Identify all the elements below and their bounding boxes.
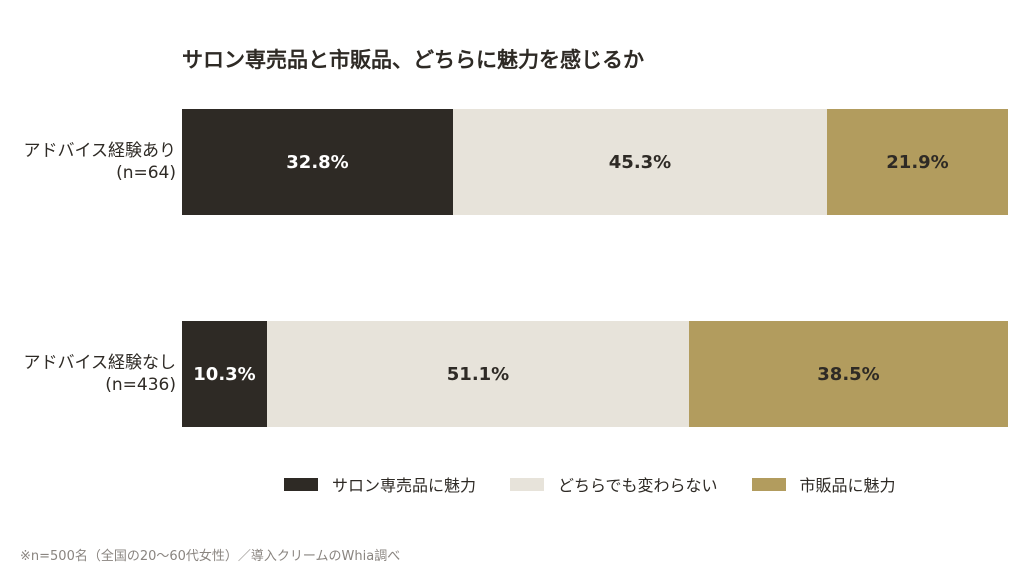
data-label: 32.8% — [286, 151, 349, 173]
stacked-bar: 32.8% 45.3% 21.9% — [182, 109, 1008, 215]
category-label-main: アドバイス経験なし — [23, 353, 177, 373]
legend-item: どちらでも変わらない — [510, 472, 718, 496]
legend-swatch — [284, 477, 318, 491]
bar-segment: 45.3% — [453, 109, 827, 215]
bar-segment: 21.9% — [827, 109, 1008, 215]
category-label: アドバイス経験なし (n=436) — [24, 352, 177, 396]
legend-label: どちらでも変わらない — [558, 476, 718, 495]
data-label: 45.3% — [608, 151, 672, 173]
bar-segment: 32.8% — [182, 109, 453, 215]
stacked-bar: 10.3% 51.1% 38.5% — [182, 321, 1008, 427]
data-label: 10.3% — [193, 363, 256, 385]
legend-swatch — [751, 477, 786, 491]
category-label-n: (n=64) — [116, 163, 176, 183]
source-note: ※n=500名（全国の20〜60代女性）／導入クリームのWhia調べ — [20, 549, 401, 564]
chart-title: サロン専売品と市販品、どちらに魅力を感じるか — [182, 48, 644, 72]
legend-item: サロン専売品に魅力 — [284, 472, 476, 496]
legend-item: 市販品に魅力 — [751, 472, 896, 496]
legend: サロン専売品に魅力 どちらでも変わらない 市販品に魅力 — [284, 472, 930, 496]
legend-label: サロン専売品に魅力 — [332, 476, 477, 495]
legend-label: 市販品に魅力 — [799, 476, 896, 495]
category-label: アドバイス経験あり (n=64) — [24, 140, 177, 184]
category-label-n: (n=436) — [105, 375, 176, 395]
bar-segment: 38.5% — [689, 321, 1008, 427]
data-label: 51.1% — [446, 363, 510, 385]
legend-swatch — [510, 477, 545, 491]
bar-segment: 51.1% — [267, 321, 689, 427]
bar-segment: 10.3% — [182, 321, 267, 427]
data-label: 38.5% — [817, 363, 880, 385]
category-label-main: アドバイス経験あり — [23, 141, 177, 161]
data-label: 21.9% — [886, 151, 949, 173]
